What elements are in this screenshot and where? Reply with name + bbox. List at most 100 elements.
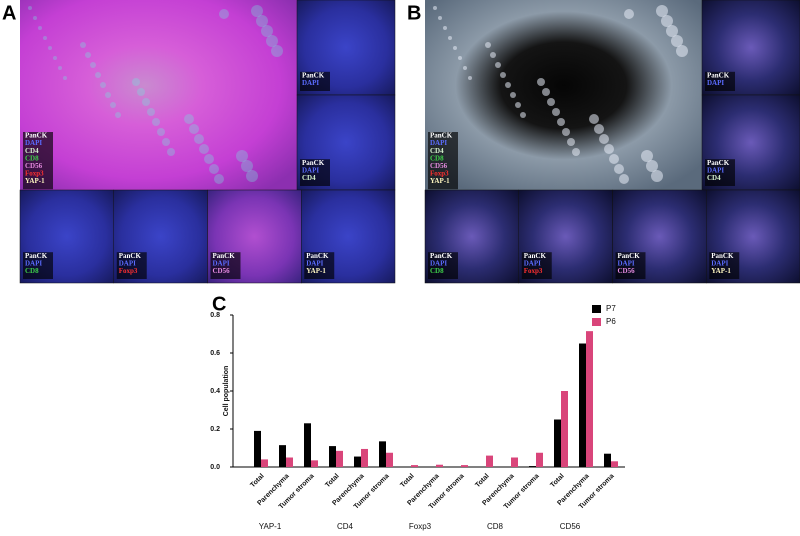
stain-label: DAPI	[524, 259, 541, 267]
group-label: CD4	[337, 522, 354, 531]
x-tick-label: Total	[324, 473, 340, 489]
label-box	[428, 252, 458, 279]
tissue-blob	[624, 9, 634, 19]
tissue-blob	[105, 92, 111, 98]
bar	[361, 448, 368, 467]
x-tick-label: Total	[549, 473, 565, 489]
tissue-blob	[671, 35, 683, 47]
stain-label: DAPI	[306, 259, 323, 267]
stain-label: PanCK	[302, 71, 325, 79]
tissue-blob	[537, 78, 545, 86]
tissue-blob	[85, 52, 91, 58]
bar	[311, 460, 318, 467]
tissue-blob	[676, 45, 688, 57]
tissue-blob	[510, 92, 516, 98]
tissue-blob	[562, 128, 570, 136]
bar	[354, 456, 361, 467]
tissue-blob	[204, 154, 214, 164]
bar	[486, 455, 493, 467]
panel-letter: C	[212, 293, 226, 315]
tissue-blob	[463, 66, 467, 70]
tissue-blob	[256, 15, 268, 27]
bar	[286, 457, 293, 467]
tissue-blob	[48, 46, 52, 50]
stain-label: YAP-1	[711, 267, 731, 275]
tissue-blob	[500, 72, 506, 78]
stain-label: DAPI	[25, 139, 42, 147]
tissue-blob	[157, 128, 165, 136]
stain-label: PanCK	[430, 252, 453, 260]
stain-label: DAPI	[119, 259, 136, 267]
tissue-blob	[115, 112, 121, 118]
tissue-blob	[251, 5, 263, 17]
tissue-blob	[589, 114, 599, 124]
group-label: CD56	[560, 522, 581, 531]
tissue-blob	[495, 62, 501, 68]
tissue-blob	[110, 102, 116, 108]
tissue-blob	[448, 36, 452, 40]
stain-label: PanCK	[524, 252, 547, 260]
bar	[304, 423, 311, 467]
label-box	[521, 252, 552, 279]
legend-label: P7	[606, 304, 616, 313]
label-box	[705, 159, 735, 186]
y-axis-label: Cell population	[223, 366, 230, 417]
stain-label: PanCK	[302, 159, 325, 167]
tissue-blob	[438, 16, 442, 20]
y-tick-label: 0.0	[210, 464, 220, 471]
tissue-blob	[542, 88, 550, 96]
tissue-blob	[266, 35, 278, 47]
bar	[254, 430, 261, 467]
bar	[579, 343, 586, 467]
tissue-blob	[95, 72, 101, 78]
label-box	[705, 71, 735, 91]
bar	[279, 445, 286, 467]
stain-label: PanCK	[707, 71, 730, 79]
tissue-blob	[567, 138, 575, 146]
panel-letter: A	[2, 2, 16, 24]
tissue-blob	[609, 154, 619, 164]
label-box	[300, 159, 330, 186]
tissue-blob	[666, 25, 678, 37]
stain-label: PanCK	[119, 252, 142, 260]
tissue-blob	[641, 150, 653, 162]
tissue-blob	[433, 6, 437, 10]
tissue-blob	[194, 134, 204, 144]
stain-label: DAPI	[430, 259, 447, 267]
stain-label: Foxp3	[25, 170, 44, 178]
label-box	[23, 252, 53, 279]
main-image	[20, 0, 297, 190]
stain-label: DAPI	[711, 259, 728, 267]
tissue-blob	[147, 108, 155, 116]
tissue-blob	[453, 46, 457, 50]
stain-label: DAPI	[707, 79, 724, 87]
bar	[529, 466, 536, 467]
tissue-blob	[189, 124, 199, 134]
group-label: Foxp3	[409, 522, 432, 531]
tissue-blob	[142, 98, 150, 106]
tissue-blob	[520, 112, 526, 118]
x-tick-label: Total	[399, 473, 415, 489]
tissue-blob	[38, 26, 42, 30]
tissue-blob	[594, 124, 604, 134]
stain-label: Foxp3	[430, 170, 449, 178]
tissue-blob	[152, 118, 160, 126]
tissue-blob	[614, 164, 624, 174]
bar	[436, 464, 443, 467]
stain-label: CD8	[25, 154, 39, 162]
stain-label: PanCK	[618, 252, 641, 260]
stain-label: DAPI	[25, 259, 42, 267]
group-label: YAP-1	[259, 522, 282, 531]
label-box	[428, 132, 458, 190]
tissue-blob	[53, 56, 57, 60]
tissue-blob	[58, 66, 62, 70]
tissue-blob	[214, 174, 224, 184]
stain-label: CD4	[707, 174, 721, 182]
stain-label: CD8	[25, 267, 39, 275]
stain-label: PanCK	[213, 252, 236, 260]
tissue-blob	[552, 108, 560, 116]
stain-label: PanCK	[430, 132, 453, 140]
bar	[604, 453, 611, 467]
tissue-blob	[132, 78, 140, 86]
tissue-blob	[100, 82, 106, 88]
